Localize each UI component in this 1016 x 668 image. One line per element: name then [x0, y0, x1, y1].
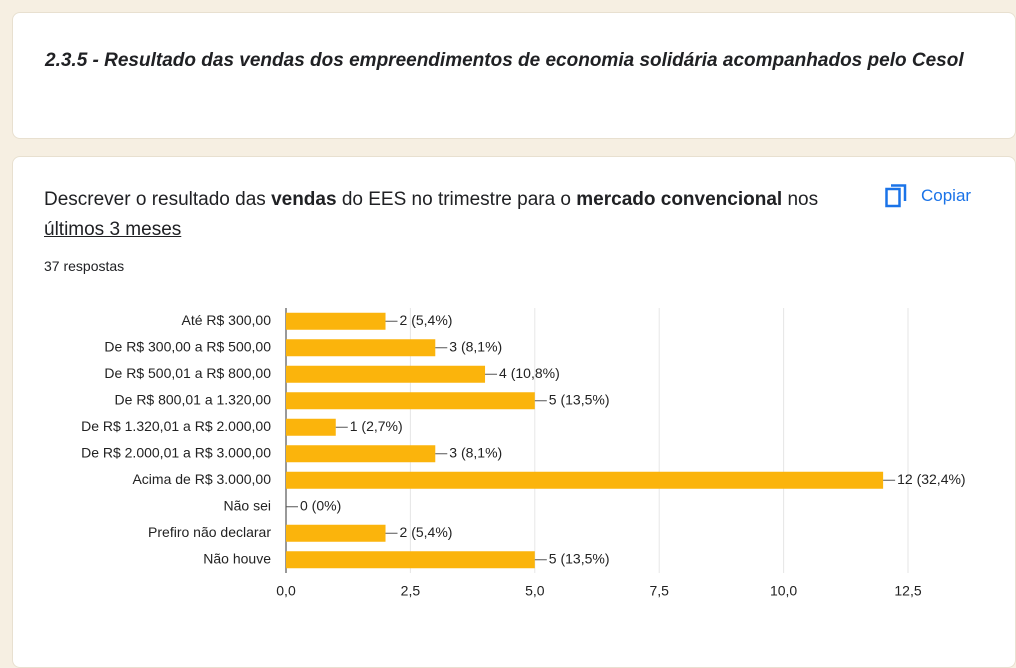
data-label: 5 (13,5%) [549, 550, 610, 566]
bar [286, 365, 486, 383]
question-underline: últimos 3 meses [44, 219, 182, 240]
bar [286, 524, 386, 542]
bar [286, 471, 884, 489]
y-tick-label: Até R$ 300,00 [181, 312, 271, 328]
data-label: 12 (32,4%) [897, 471, 965, 487]
data-label: 4 (10,8%) [499, 365, 560, 381]
y-tick-label: De R$ 2.000,01 a R$ 3.000,00 [81, 444, 271, 460]
question-text: nos [782, 189, 819, 210]
section-title: 2.3.5 - Resultado das vendas dos empreen… [45, 50, 964, 71]
data-label: 3 (8,1%) [449, 338, 502, 354]
copy-icon [885, 184, 907, 208]
bar [286, 339, 436, 357]
question: Descrever o resultado das vendas do EES … [44, 185, 864, 245]
bar [286, 392, 535, 410]
y-tick-label: De R$ 500,01 a R$ 800,00 [104, 365, 271, 381]
y-tick-label: Não houve [203, 550, 271, 566]
x-tick-label: 10,0 [770, 583, 797, 599]
page: 2.3.5 - Resultado das vendas dos empreen… [12, 12, 1016, 668]
data-label: 3 (8,1%) [449, 444, 502, 460]
y-tick-label: De R$ 1.320,01 a R$ 2.000,00 [81, 418, 271, 434]
question-bold: mercado convencional [576, 189, 783, 210]
question-text: do EES no trimestre para o [336, 189, 577, 210]
data-label: 0 (0%) [300, 497, 341, 513]
question-card: Descrever o resultado das vendas do EES … [12, 156, 1016, 668]
question-bold: vendas [271, 189, 337, 210]
bar [286, 551, 535, 569]
y-tick-label: Prefiro não declarar [148, 524, 271, 540]
data-label: 2 (5,4%) [400, 312, 453, 328]
x-tick-label: 7,5 [649, 583, 669, 599]
copy-button[interactable]: Copiar [885, 184, 971, 208]
question-text: Descrever o resultado das [44, 189, 272, 210]
bar [286, 312, 386, 330]
x-tick-label: 0,0 [276, 583, 296, 599]
data-label: 2 (5,4%) [400, 524, 453, 540]
x-tick-label: 12,5 [894, 583, 921, 599]
y-tick-label: Não sei [224, 497, 271, 513]
chart: 0,0 2,5 5,0 7,5 10,0 12,5 Até R$ 300,00 2 (5,4%… [81, 308, 966, 599]
bar [286, 445, 436, 463]
data-label: 1 (2,7%) [350, 418, 403, 434]
response-count: 37 respostas [44, 258, 125, 274]
x-tick-label: 5,0 [525, 583, 545, 599]
x-tick-label: 2,5 [401, 583, 421, 599]
section-card: 2.3.5 - Resultado das vendas dos empreen… [12, 12, 1016, 139]
data-label: 5 (13,5%) [549, 391, 610, 407]
copy-label[interactable]: Copiar [921, 186, 972, 205]
y-tick-label: De R$ 300,00 a R$ 500,00 [104, 338, 271, 354]
y-tick-label: De R$ 800,01 a 1.320,00 [115, 391, 272, 407]
bar [286, 418, 336, 436]
y-tick-label: Acima de R$ 3.000,00 [132, 471, 271, 487]
